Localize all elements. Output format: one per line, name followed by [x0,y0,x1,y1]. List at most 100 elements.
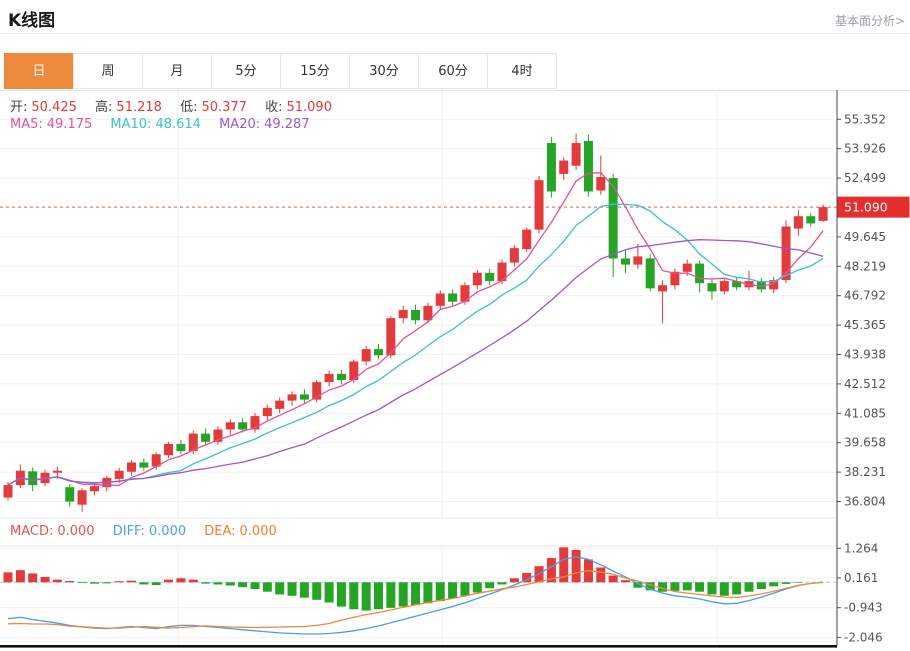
candle[interactable] [534,176,544,234]
macd-bar[interactable] [102,582,112,584]
candle[interactable] [658,280,668,324]
candle[interactable] [633,244,643,269]
candle[interactable] [732,276,742,291]
candle[interactable] [596,155,606,195]
macd-bar[interactable] [744,582,754,592]
candle[interactable] [77,488,87,512]
candle[interactable] [225,419,235,435]
macd-bar[interactable] [201,582,211,584]
candle[interactable] [262,404,272,421]
tab-60min[interactable]: 60分 [418,53,488,89]
macd-bar[interactable] [188,579,198,583]
candle[interactable] [361,346,371,366]
macd-bar[interactable] [287,582,297,596]
candle[interactable] [583,134,593,197]
tab-4hour[interactable]: 4时 [487,53,557,89]
macd-bar[interactable] [719,582,729,596]
candle[interactable] [15,464,25,489]
candle[interactable] [509,245,519,267]
macd-bar[interactable] [435,582,445,602]
macd-bar[interactable] [299,582,309,598]
candle[interactable] [818,204,828,222]
candle[interactable] [324,370,334,387]
macd-bar[interactable] [793,582,803,583]
candle[interactable] [139,458,149,471]
macd-bar[interactable] [633,582,643,588]
macd-bar[interactable] [423,582,433,604]
candle[interactable] [485,268,495,286]
candle[interactable] [201,428,211,445]
candle[interactable] [645,254,655,292]
candle[interactable] [299,389,309,404]
candle[interactable] [806,213,816,227]
macd-bar[interactable] [645,582,655,591]
macd-bar[interactable] [522,572,532,583]
macd-bar[interactable] [3,572,13,583]
macd-bar[interactable] [460,582,470,596]
candle[interactable] [127,460,136,476]
macd-bar[interactable] [682,582,692,591]
candle[interactable] [559,157,569,181]
macd-bar[interactable] [756,582,766,590]
macd-bar[interactable] [250,582,260,590]
candle[interactable] [28,467,38,492]
tab-30min[interactable]: 30分 [349,53,419,89]
macd-bar[interactable] [164,579,174,583]
candle[interactable] [435,290,445,310]
candle[interactable] [238,418,248,433]
candle[interactable] [287,391,297,406]
candle[interactable] [744,270,754,291]
macd-bar[interactable] [361,582,371,611]
candle[interactable] [719,278,729,295]
candle[interactable] [707,279,717,300]
candle[interactable] [374,343,383,360]
macd-bar[interactable] [262,582,272,592]
candle[interactable] [250,412,260,433]
macd-bar[interactable] [559,547,569,583]
macd-bar[interactable] [497,582,507,585]
candle[interactable] [571,133,581,170]
candle[interactable] [65,484,75,507]
candle[interactable] [336,369,346,385]
tab-15min[interactable]: 15分 [280,53,350,89]
macd-bar[interactable] [324,582,334,603]
candle[interactable] [411,304,421,325]
macd-bar[interactable] [411,582,421,606]
macd-bar[interactable] [275,582,285,595]
candle[interactable] [398,305,408,324]
macd-bar[interactable] [781,582,791,584]
candle[interactable] [621,250,630,273]
macd-bar[interactable] [213,582,223,585]
macd-bar[interactable] [65,580,75,583]
macd-bar[interactable] [621,580,630,583]
macd-bar[interactable] [238,582,248,588]
macd-bar[interactable] [40,576,50,583]
candle[interactable] [312,380,322,403]
macd-bar[interactable] [386,582,396,608]
candle[interactable] [608,173,618,277]
macd-bar[interactable] [127,580,136,583]
macd-bar[interactable] [52,579,62,583]
tab-daily[interactable]: 日 [4,53,74,89]
macd-bar[interactable] [225,582,235,586]
macd-bar[interactable] [15,570,25,583]
macd-bar[interactable] [312,582,322,600]
candle[interactable] [769,276,779,294]
candle[interactable] [670,268,680,290]
macd-bar[interactable] [398,582,408,607]
macd-bar[interactable] [77,582,87,584]
macd-bar[interactable] [176,578,186,583]
candle[interactable] [423,302,433,324]
candle[interactable] [102,475,112,492]
candle[interactable] [213,426,223,445]
macd-bar[interactable] [151,582,161,585]
candle[interactable] [793,210,803,236]
tab-monthly[interactable]: 月 [142,53,212,89]
macd-bar[interactable] [509,578,519,583]
candle[interactable] [448,289,458,306]
macd-bar[interactable] [485,582,495,589]
tab-5min[interactable]: 5分 [211,53,281,89]
macd-bar[interactable] [448,582,458,599]
macd-bar[interactable] [707,582,717,595]
macd-bar[interactable] [769,582,779,587]
